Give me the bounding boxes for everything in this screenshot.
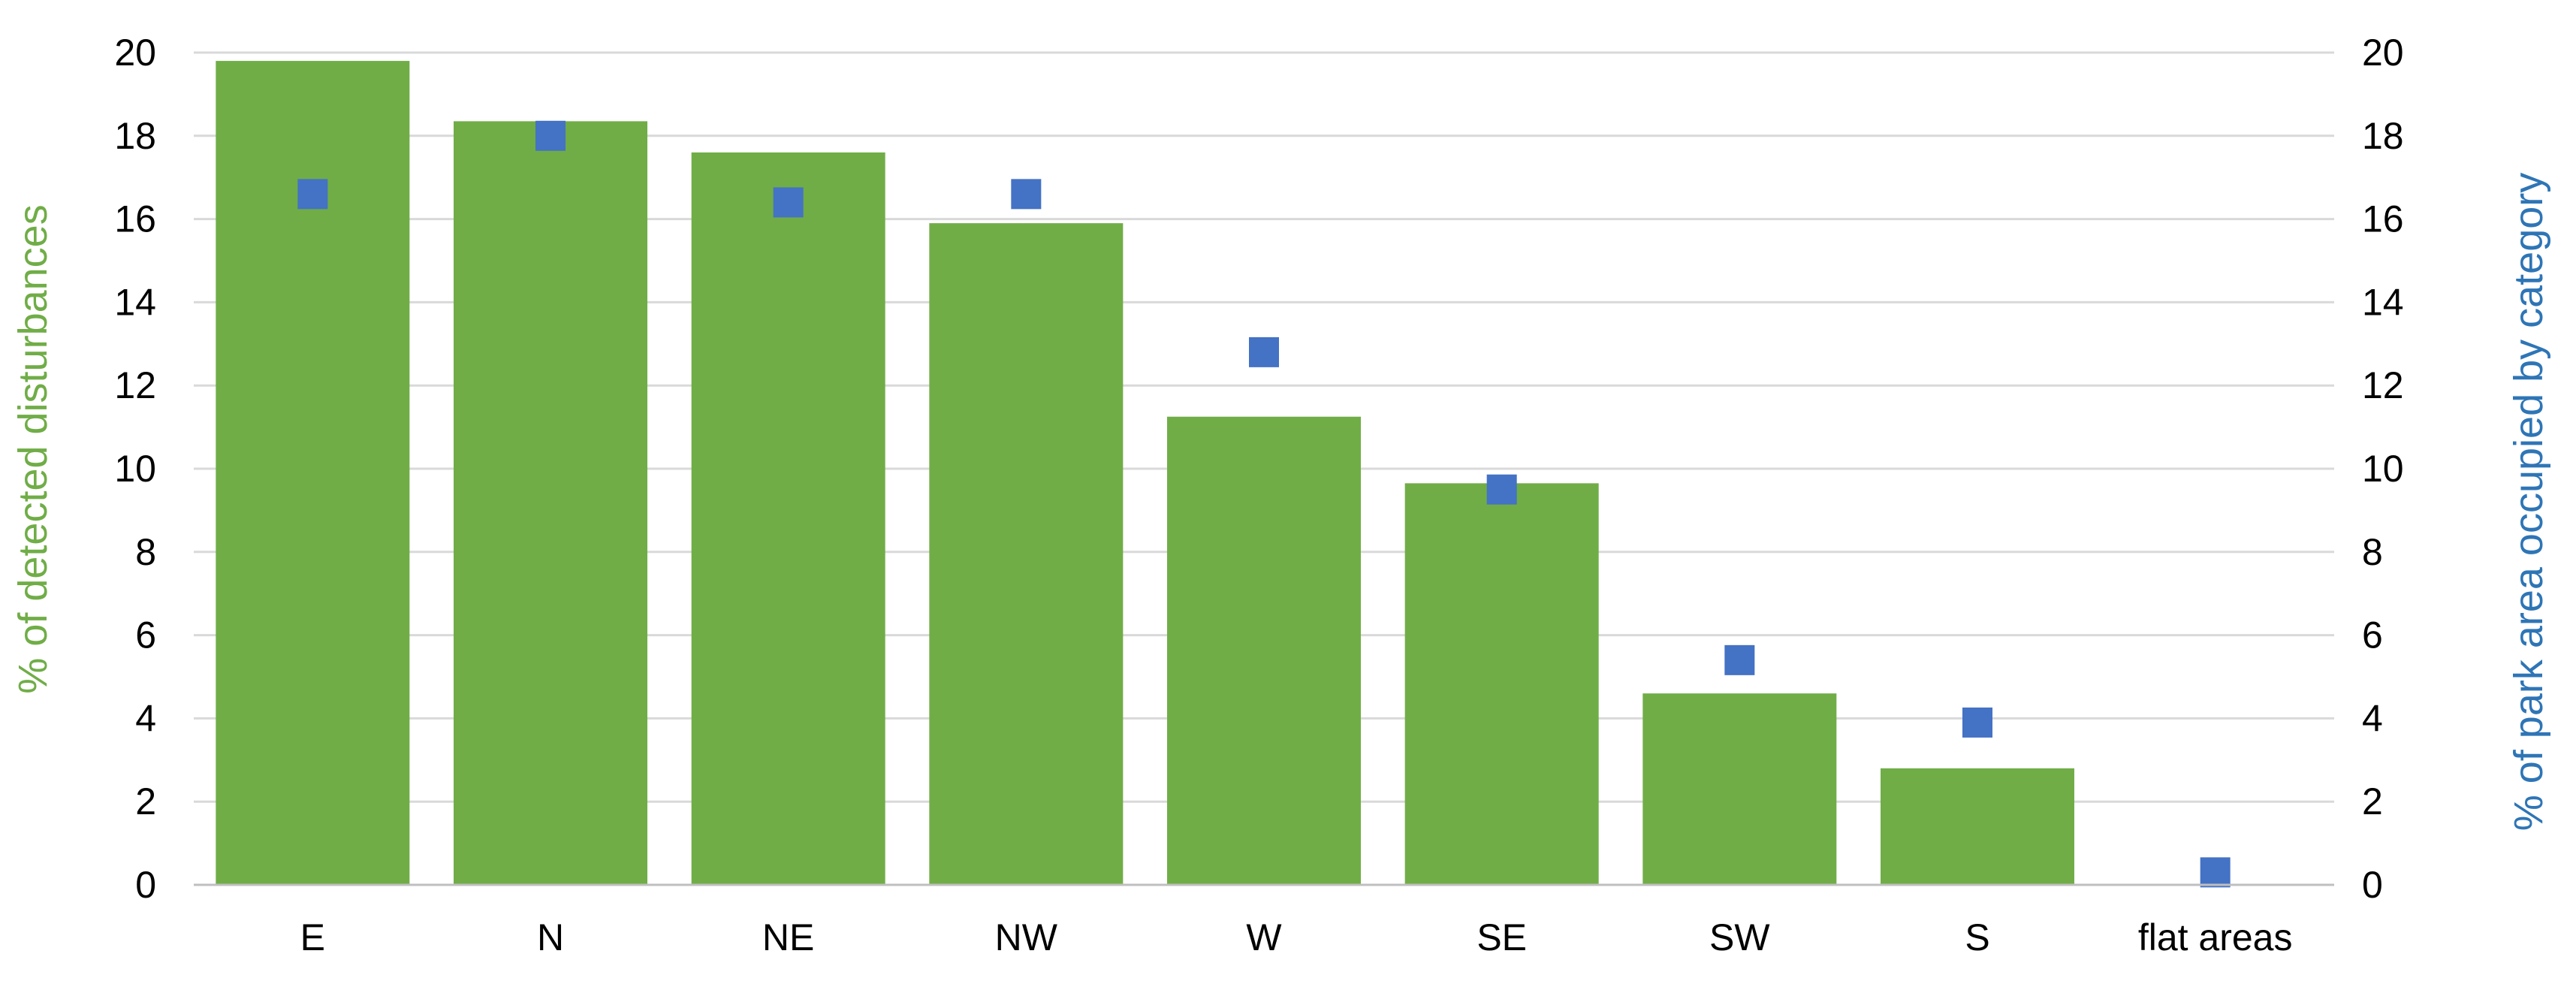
y2-tick-label: 14: [2362, 281, 2404, 323]
y2-tick-label: 18: [2362, 115, 2404, 157]
marker-ne: [773, 187, 804, 218]
x-category-label: SE: [1477, 916, 1527, 958]
bar-w: [1167, 416, 1361, 885]
y-tick-label: 10: [114, 448, 156, 490]
left-y-axis-title: % of detected disturbances: [11, 204, 56, 693]
marker-flat-areas: [2200, 857, 2231, 888]
x-category-label: SW: [1709, 916, 1770, 958]
x-category-label: S: [1965, 916, 1989, 958]
x-category-label: flat areas: [2138, 916, 2293, 958]
marker-s: [1962, 707, 1992, 738]
y2-tick-label: 20: [2362, 32, 2404, 74]
y-tick-label: 6: [135, 614, 156, 656]
bar-se: [1404, 483, 1599, 885]
y-tick-label: 0: [135, 864, 156, 906]
y-tick-label: 8: [135, 531, 156, 573]
marker-sw: [1724, 644, 1755, 675]
marker-nw: [1011, 179, 1042, 210]
x-category-label: NW: [995, 916, 1058, 958]
marker-w: [1249, 337, 1279, 367]
y2-tick-label: 12: [2362, 364, 2404, 406]
y-tick-label: 12: [114, 364, 156, 406]
right-y-ticks: 0 2 4 6 8 10 12 14 16 18 20: [2362, 32, 2404, 906]
marker-series: [297, 120, 2231, 888]
x-category-label: NE: [762, 916, 814, 958]
x-category-label: W: [1246, 916, 1282, 958]
marker-e: [297, 179, 328, 210]
y2-tick-label: 8: [2362, 531, 2383, 573]
x-category-label: N: [537, 916, 564, 958]
x-category-label: E: [300, 916, 325, 958]
marker-n: [535, 120, 566, 151]
y-tick-label: 20: [114, 32, 156, 74]
y2-tick-label: 16: [2362, 198, 2404, 240]
marker-se: [1486, 474, 1517, 505]
bar-n: [454, 121, 647, 885]
y2-tick-label: 10: [2362, 448, 2404, 490]
y-tick-label: 14: [114, 281, 156, 323]
y-tick-label: 18: [114, 115, 156, 157]
bar-sw: [1642, 693, 1837, 885]
bar-s: [1881, 768, 2074, 885]
y-tick-label: 2: [135, 780, 156, 822]
y2-tick-label: 6: [2362, 614, 2383, 656]
left-y-ticks: 0 2 4 6 8 10 12 14 16 18 20: [114, 32, 156, 906]
bar-series: [216, 61, 2074, 886]
bar-ne: [691, 152, 885, 885]
bar-nw: [929, 223, 1124, 885]
y-tick-label: 4: [135, 697, 156, 739]
y2-tick-label: 4: [2362, 697, 2383, 739]
right-y-axis-title: % of park area occupied by category: [2506, 173, 2551, 832]
y2-tick-label: 0: [2362, 864, 2383, 906]
y2-tick-label: 2: [2362, 780, 2383, 822]
y-tick-label: 16: [114, 198, 156, 240]
